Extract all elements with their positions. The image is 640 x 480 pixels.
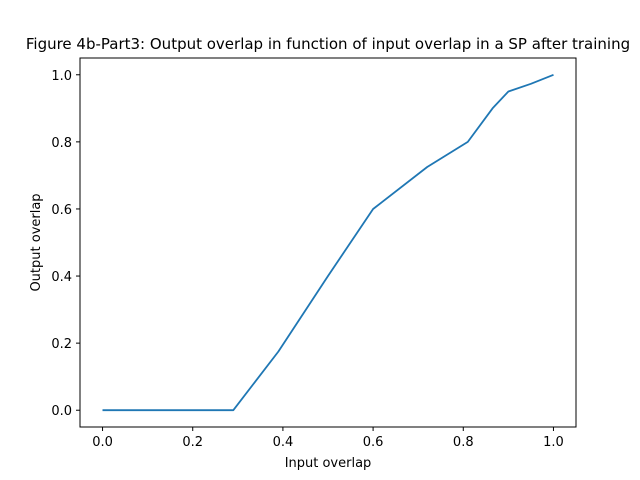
series-line [102, 73, 554, 412]
plot-area-frame [79, 57, 577, 428]
series-layer [102, 73, 554, 412]
x-tick-label: 0.0 [92, 435, 113, 450]
y-axis-title: Output overlap [29, 193, 44, 291]
y-tick-label: 0.2 [51, 337, 72, 352]
y-tick-label: 0.4 [51, 270, 72, 285]
y-tick-label: 0.6 [51, 203, 72, 218]
y-tick-label: 0.0 [51, 404, 72, 419]
x-tick-label: 1.0 [543, 435, 564, 450]
x-tick-label: 0.8 [453, 435, 474, 450]
y-axis: 0.0 0.2 0.4 0.6 0.8 1.0 [51, 69, 80, 419]
x-axis: 0.0 0.2 0.4 0.6 0.8 1.0 [92, 427, 564, 450]
y-tick-label: 1.0 [51, 69, 72, 84]
x-axis-title: Input overlap [285, 456, 372, 471]
x-tick-label: 0.6 [363, 435, 384, 450]
chart-title: Figure 4b-Part3: Output overlap in funct… [26, 35, 630, 53]
x-tick-label: 0.4 [273, 435, 294, 450]
x-tick-label: 0.2 [182, 435, 203, 450]
y-tick-label: 0.8 [51, 136, 72, 151]
